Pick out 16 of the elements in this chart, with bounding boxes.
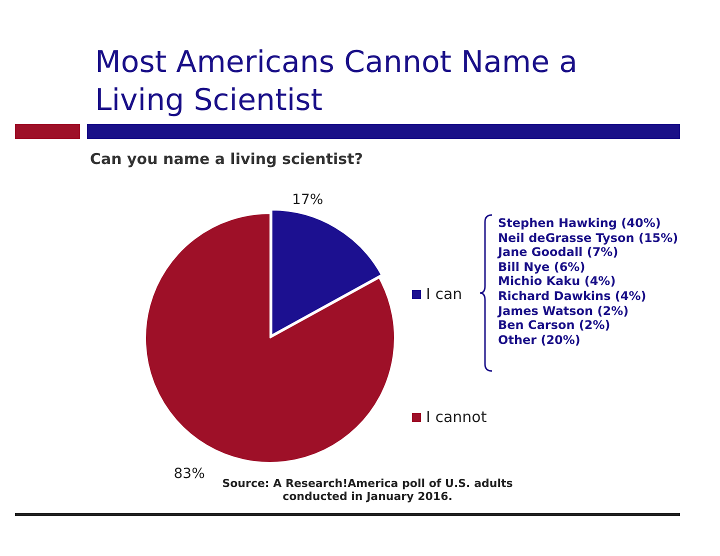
text: Other (20%): [498, 332, 582, 348]
data-label: 83%: [174, 466, 205, 482]
text: Bill Nye (6%): [498, 260, 586, 274]
text: Stephen Hawking (40%): [498, 216, 662, 231]
legend-label: I cannot: [426, 408, 487, 426]
chart-title: Most Americans Cannot Name a Living Scientist: [95, 44, 579, 120]
text: Neil deGrasse Tyson (15%): [498, 230, 678, 246]
text: Richard Dawkins (4%): [498, 288, 648, 304]
text: James Watson (2%): [498, 304, 630, 318]
text: Michio Kaku (4%): [498, 274, 617, 289]
data-label: 17%: [292, 192, 324, 208]
source-note: Source: A Research!America poll of U.S. adults conducted in January 2016.: [222, 477, 513, 503]
legend-label: I can: [426, 285, 462, 303]
text: Jane Goodall (7%): [498, 245, 620, 260]
text: Ben Carson (2%): [498, 318, 612, 333]
chart-subtitle: Can you name a living scientist?: [90, 150, 363, 168]
